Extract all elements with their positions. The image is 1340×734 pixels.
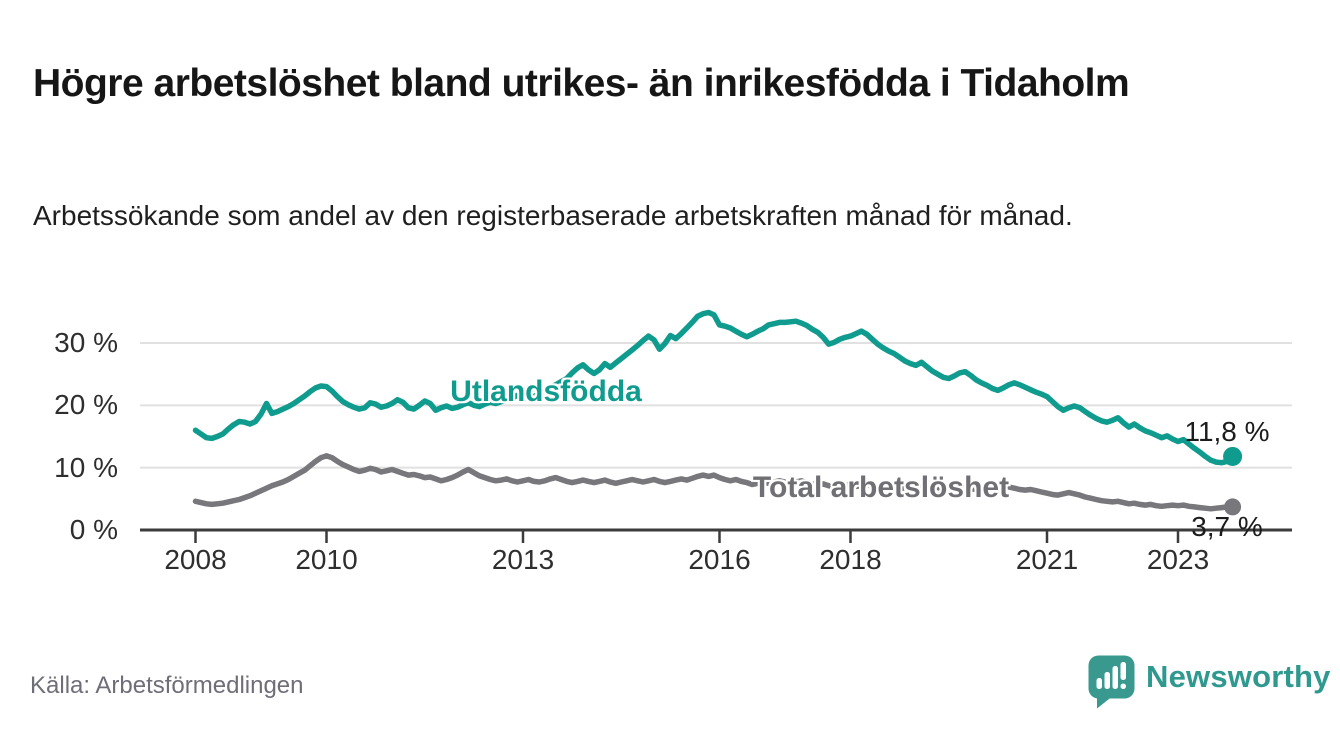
page-title: Högre arbetslöshet bland utrikes- än inr…: [33, 62, 1130, 106]
y-tick-label: 20 %: [54, 389, 118, 421]
x-tick-label: 2016: [688, 544, 751, 575]
x-tick-label: 2018: [819, 544, 882, 575]
series-end-dot-1: [1224, 498, 1242, 516]
series-label-total-arbetsloshet: Total arbetslöshet: [752, 471, 1010, 504]
y-tick-label: 30 %: [54, 327, 118, 358]
series-line-0: [192, 309, 1236, 466]
newsworthy-logo: Newsworthy: [1088, 655, 1331, 709]
newsworthy-logo-icon: [1088, 655, 1135, 709]
y-tick-label: 10 %: [54, 451, 118, 483]
y-tick-label: 0 %: [69, 514, 118, 545]
series-label-utlandsfodda: Utlandsfödda: [450, 375, 642, 408]
end-value-label-total: 3,7 %: [1191, 511, 1263, 542]
x-tick-label: 2023: [1146, 544, 1210, 575]
x-tick-label: 2013: [491, 544, 555, 575]
series-end-dot-0: [1223, 446, 1243, 466]
x-tick-label: 2008: [164, 544, 227, 575]
series-line-1: [192, 453, 1236, 512]
x-tick-label: 2021: [1015, 544, 1079, 575]
end-value-label-utlandsfodda: 11,8 %: [1184, 416, 1270, 447]
x-tick-label: 2010: [295, 544, 358, 575]
source-note: Källa: Arbetsförmedlingen: [30, 672, 304, 699]
page-subtitle: Arbetssökande som andel av den registerb…: [33, 200, 1073, 231]
newsworthy-logo-text: Newsworthy: [1146, 659, 1331, 694]
